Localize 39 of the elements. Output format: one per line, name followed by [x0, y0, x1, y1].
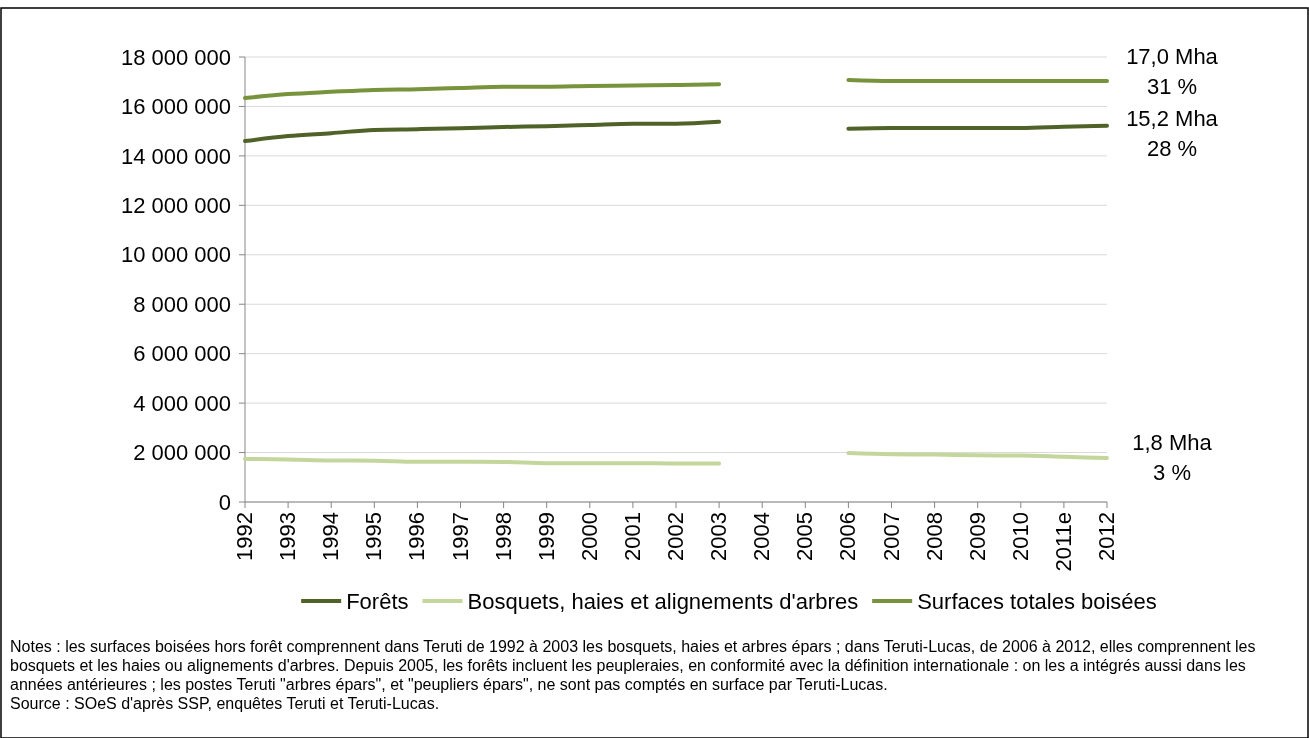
- x-tick-label: 1997: [447, 512, 473, 561]
- x-tick-label: 1998: [490, 512, 516, 561]
- y-tick-label: 12 000 000: [120, 193, 231, 219]
- legend-label: Forêts: [346, 588, 409, 614]
- x-tick-label: 2000: [576, 512, 602, 561]
- annotation: 17,0 Mha 31 %: [1126, 44, 1219, 100]
- x-tick-label: 2010: [1007, 512, 1033, 561]
- x-tick-label: 1995: [361, 512, 387, 561]
- x-tick-label: 2008: [921, 512, 947, 561]
- y-tick-label: 10 000 000: [120, 242, 231, 268]
- x-tick-label: 2012: [1094, 512, 1119, 561]
- y-tick-label: 4 000 000: [133, 390, 231, 416]
- y-tick-label: 8 000 000: [133, 291, 231, 317]
- x-tick-label: 2009: [964, 512, 990, 561]
- x-tick-label: 1999: [533, 512, 559, 561]
- annotation: 15,2 Mha 28 %: [1126, 106, 1219, 162]
- y-tick-label: 16 000 000: [120, 94, 231, 120]
- x-tick-label: 2006: [835, 512, 861, 561]
- x-tick-label: 2005: [792, 512, 818, 561]
- x-tick-label: 1993: [275, 512, 301, 561]
- y-tick-label: 0: [218, 489, 231, 515]
- annotation: 1,8 Mha 3 %: [1132, 429, 1213, 485]
- x-tick-label: 2003: [706, 512, 732, 561]
- x-tick-label: 2002: [663, 512, 688, 561]
- y-tick-label: 18 000 000: [120, 44, 231, 70]
- y-tick-label: 2 000 000: [133, 440, 231, 466]
- x-tick-label: 1996: [404, 512, 430, 561]
- x-tick-label: 1992: [232, 512, 257, 561]
- text: Notes : les surfaces boisées hors forêt comprennent dans Teruti de 1992 à 2003 les bosquets, haies et arbres épars ; dans Teruti-Lucas, de 2006 à 2012, elles comprennent les bosquets et les haies ou alignements d'arbres. Depuis 2005, les forêts incluent les peupleraies, en conformité avec la définition internationale : on les a intégrés aussi dans les années antérieures ; les postes Teruti "arbres épars", et "peupliers épars", ne sont pas comptés en surface par Teruti-Lucas.: [10, 638, 1256, 693]
- x-tick-label: 2011e: [1050, 512, 1076, 572]
- x-tick-label: 2004: [749, 512, 775, 561]
- x-tick-label: 2001: [619, 512, 645, 561]
- source-note: Source : SOeS d'après SSP, enquêtes Teruti et Teruti-Lucas.: [10, 695, 440, 712]
- legend-label: Bosquets, haies et alignements d'arbres: [467, 588, 859, 614]
- y-tick-label: 6 000 000: [133, 341, 231, 367]
- x-tick-label: 1994: [318, 512, 344, 561]
- x-tick-label: 2007: [878, 512, 904, 561]
- legend-label: Surfaces totales boisées: [917, 588, 1157, 614]
- y-tick-label: 14 000 000: [120, 143, 231, 169]
